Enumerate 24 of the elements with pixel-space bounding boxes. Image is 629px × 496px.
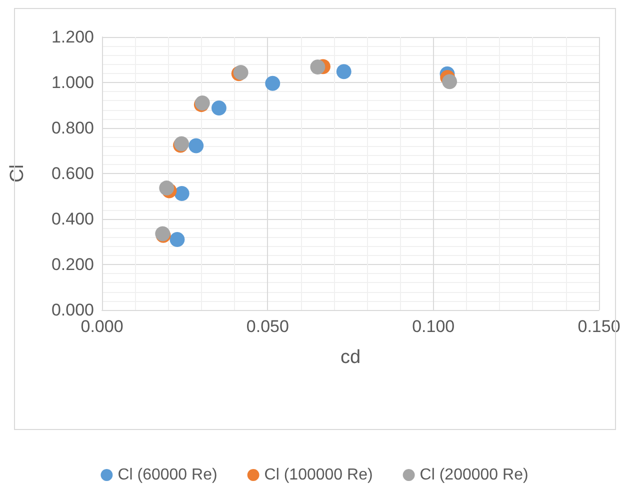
y-tick-label: 1.200 bbox=[51, 28, 94, 46]
legend-label: Cl (60000 Re) bbox=[118, 466, 218, 484]
y-tick-label: 0.400 bbox=[51, 210, 94, 228]
y-tick-label: 0.600 bbox=[51, 164, 94, 183]
point bbox=[188, 138, 204, 154]
x-tick-label: 0.100 bbox=[412, 317, 455, 336]
y-tick-label: 0.000 bbox=[51, 300, 94, 320]
point bbox=[170, 232, 185, 247]
x-tick-label: 0.000 bbox=[80, 317, 124, 336]
point bbox=[211, 100, 226, 116]
y-tick-label: 0.200 bbox=[51, 255, 94, 274]
point bbox=[310, 60, 326, 75]
point bbox=[442, 74, 458, 90]
y-tick-label: 1.000 bbox=[51, 73, 94, 92]
legend-label: Cl (100000 Re) bbox=[264, 466, 373, 484]
legend-label: Cl (200000 Re) bbox=[420, 466, 528, 484]
y-axis-title: Cl bbox=[7, 164, 28, 182]
x-tick-label: 0.150 bbox=[578, 317, 620, 336]
x-axis-title: cd bbox=[340, 347, 361, 368]
point bbox=[174, 186, 190, 202]
y-tick-label: 0.800 bbox=[51, 118, 94, 138]
x-tick-label: 0.050 bbox=[246, 317, 289, 336]
point bbox=[265, 76, 280, 91]
point bbox=[336, 64, 352, 80]
